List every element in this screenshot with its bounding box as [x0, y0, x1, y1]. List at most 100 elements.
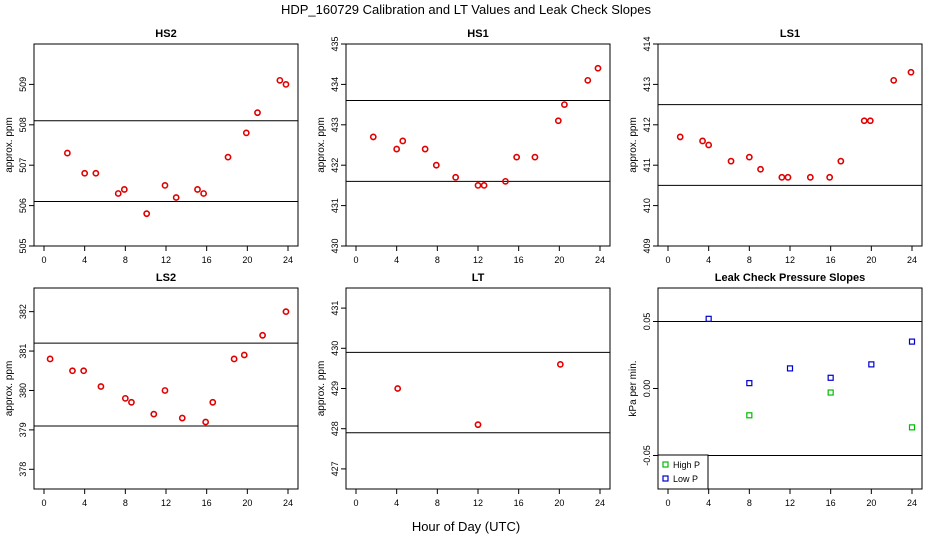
x-tick-label: 0: [41, 255, 46, 265]
y-axis-label: approx. ppm: [4, 361, 15, 417]
y-tick-label: 410: [642, 198, 652, 213]
y-tick-label: 378: [18, 462, 28, 477]
y-tick-label: 427: [330, 461, 340, 476]
data-point: [513, 153, 521, 161]
x-tick-label: 24: [283, 498, 293, 508]
x-tick-label: 16: [826, 498, 836, 508]
y-tick-label: 412: [642, 117, 652, 132]
data-point: [399, 137, 407, 145]
data-point: [837, 157, 845, 165]
y-tick-label: 432: [330, 158, 340, 173]
chart-panel: HS1 approx. ppm 0 4 8 12 16 20 24 430 431 432 433 434…: [316, 28, 611, 265]
x-tick-label: 16: [826, 255, 836, 265]
panel-title: HS2: [155, 28, 176, 40]
data-point: [561, 101, 568, 108]
data-point: [556, 360, 564, 368]
y-tick-label: 506: [18, 198, 28, 213]
y-axis-label: approx. ppm: [316, 117, 327, 173]
x-tick-label: 24: [595, 498, 605, 508]
x-tick-label: 8: [123, 255, 128, 265]
data-point: [224, 153, 232, 161]
y-tick-label: 434: [330, 77, 340, 92]
data-point: [161, 387, 169, 394]
y-tick-label: 431: [330, 198, 340, 213]
data-point: [778, 173, 786, 181]
legend-label: High P: [673, 460, 700, 470]
y-axis-label: approx. ppm: [628, 117, 639, 173]
data-point: [866, 117, 874, 125]
x-tick-label: 0: [353, 255, 358, 265]
x-tick-label: 24: [283, 255, 293, 265]
data-point: [394, 385, 402, 392]
y-tick-label: 382: [18, 304, 28, 319]
data-point: [80, 367, 88, 375]
data-point: [209, 398, 217, 406]
data-point: [421, 145, 429, 153]
x-tick-label: 16: [514, 255, 524, 265]
data-point: [128, 398, 135, 406]
data-point: [81, 169, 89, 177]
chart-panel: LS1 approx. ppm 0 4 8 12 16 20 24 409 410 411 412 413…: [628, 28, 923, 265]
x-tick-label: 0: [353, 498, 358, 508]
x-tick-label: 20: [866, 255, 876, 265]
data-point: [150, 410, 158, 418]
data-point: [480, 181, 488, 189]
legend-swatch: [662, 475, 669, 482]
data-point: [868, 361, 875, 368]
data-point: [890, 76, 898, 84]
x-tick-label: 12: [161, 498, 171, 508]
chart-panel: LT approx. ppm 0 4 8 12 16 20 24 427 428 429 430 431: [316, 272, 611, 508]
x-tick-label: 16: [514, 498, 524, 508]
y-tick-label: 429: [330, 381, 340, 396]
data-point: [282, 81, 290, 88]
data-point: [757, 165, 764, 173]
y-tick-label: 508: [18, 117, 28, 132]
figure-x-axis-label: Hour of Day (UTC): [412, 519, 520, 534]
data-point: [63, 149, 71, 157]
data-point: [784, 173, 792, 181]
legend-label: Low P: [673, 474, 698, 484]
y-axis-label: approx. ppm: [316, 361, 327, 417]
data-point: [594, 64, 602, 72]
data-point: [369, 133, 377, 141]
data-point: [46, 355, 54, 363]
x-tick-label: 0: [41, 498, 46, 508]
y-tick-label: 430: [330, 238, 340, 253]
data-point: [806, 173, 814, 181]
data-point: [727, 157, 735, 165]
x-tick-label: 8: [435, 255, 440, 265]
panel-title: LT: [472, 272, 485, 284]
y-tick-label: 505: [18, 238, 28, 253]
data-point: [172, 194, 180, 201]
data-point: [194, 186, 201, 193]
x-tick-label: 20: [242, 255, 252, 265]
y-axis-label: kPa per min.: [628, 360, 639, 416]
y-tick-label: 409: [642, 238, 652, 253]
data-point: [143, 210, 151, 218]
data-point: [746, 380, 753, 387]
y-tick-label: 509: [18, 77, 28, 92]
x-tick-label: 12: [161, 255, 171, 265]
y-tick-label: 0.05: [642, 313, 652, 331]
panel-title: LS2: [156, 272, 176, 284]
data-point: [452, 173, 460, 181]
data-point: [705, 141, 713, 149]
data-point: [474, 421, 482, 429]
data-point: [745, 153, 753, 161]
data-point: [259, 331, 266, 339]
y-tick-label: 431: [330, 301, 340, 316]
x-tick-label: 0: [665, 255, 670, 265]
chart-panels: HS2 approx. ppm 0 4 8 12 16 20 24 505 506 507 508 509…: [4, 28, 923, 508]
x-tick-label: 24: [907, 255, 917, 265]
y-tick-label: 428: [330, 421, 340, 436]
data-point: [474, 181, 482, 189]
data-point: [69, 367, 76, 375]
data-point: [502, 177, 509, 185]
data-point: [97, 383, 105, 390]
x-tick-label: 8: [747, 498, 752, 508]
data-point: [584, 76, 592, 84]
x-tick-label: 12: [785, 255, 795, 265]
data-point: [827, 389, 834, 396]
data-point: [200, 190, 208, 197]
